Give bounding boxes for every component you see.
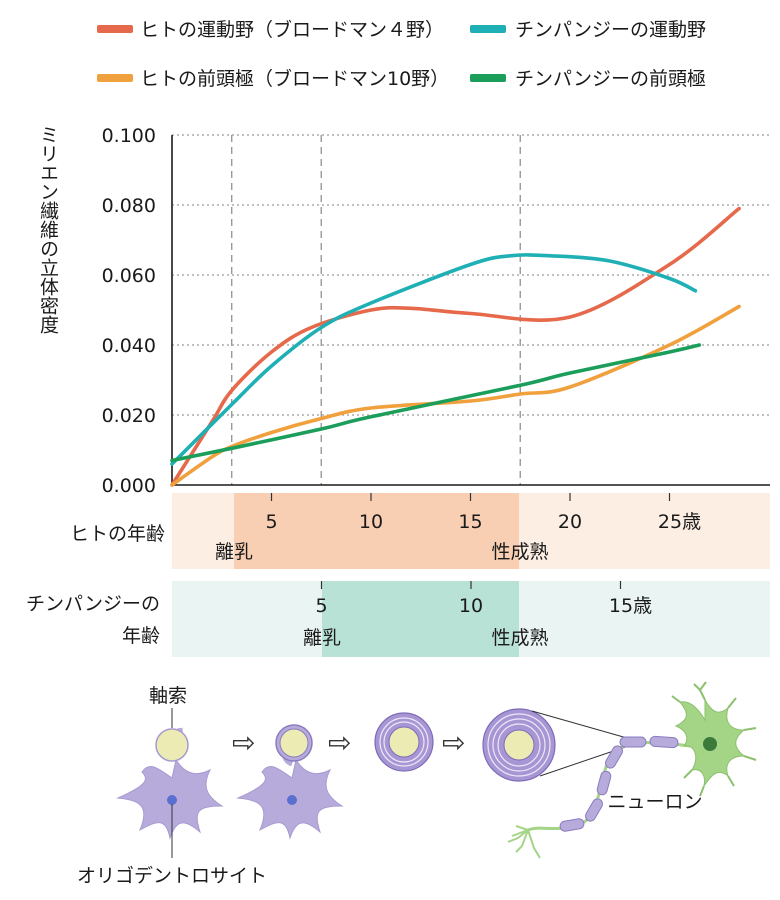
neuron-nucleus (703, 737, 717, 751)
oligodendrocyte-1 (116, 727, 224, 840)
chimp-age-band: 5 10 15歳 チンパンジーの 年齢 離乳 性成熟 (26, 581, 770, 657)
y-tick-label: 0.020 (102, 405, 156, 427)
chimp-puberty-label: 性成熟 (491, 627, 548, 649)
human-tick-label: 25歳 (658, 511, 701, 533)
chimp-age-label-line1: チンパンジーの (26, 593, 160, 615)
human-tick-label: 15 (458, 511, 482, 533)
myelin-segments (559, 735, 679, 832)
plot-area: 0.000 0.020 0.040 0.060 0.080 0.100 (102, 125, 770, 497)
age-markers (230, 135, 521, 485)
legend-item-chimp-frontal: チンパンジーの前頭極 (470, 68, 706, 90)
zoom-line-top (531, 710, 635, 741)
axon-label: 軸索 (149, 685, 187, 707)
axon-4 (503, 729, 535, 761)
myelin-large-ring-3 (497, 723, 541, 767)
legend-item-human-frontal: ヒトの前頭極（ブロードマン10野） (97, 67, 449, 90)
legend-swatch-chimp-motor (470, 25, 506, 33)
series-chimp-frontal (170, 343, 702, 463)
myelin-segment-3 (605, 745, 623, 769)
y-axis-label: ミリエン繊維の立体密度 (37, 125, 59, 334)
myelination-diagram: 軸索 ⇨ ⇨ ⇨ (77, 681, 757, 887)
arrow-3: ⇨ (442, 726, 465, 759)
chimp-age-ticks: 5 10 15歳 (315, 581, 652, 617)
arrow-1: ⇨ (232, 726, 255, 759)
neuron (507, 681, 757, 859)
axon-terminal (507, 825, 541, 859)
chimp-age-label-line2: 年齢 (122, 625, 160, 647)
legend-swatch-chimp-frontal (470, 74, 506, 82)
series-lines (170, 206, 741, 487)
legend-label-chimp-motor: チンパンジーの運動野 (515, 19, 706, 41)
myelin-large-ring-2 (492, 718, 546, 772)
myelinated-axon-large (482, 708, 635, 782)
axon-1 (155, 728, 189, 762)
arrow-2: ⇨ (328, 726, 351, 759)
myelin-segment-2 (619, 736, 647, 748)
chimp-tick-label: 10 (459, 595, 483, 617)
legend-label-human-frontal: ヒトの前頭極（ブロードマン10野） (140, 67, 449, 90)
legend-swatch-human-motor (97, 25, 133, 33)
axon-2 (279, 728, 309, 758)
neuron-label: ニューロン (607, 791, 702, 813)
human-band-dark (234, 493, 519, 569)
myelinated-axon-small (374, 712, 434, 772)
y-tick-label: 0.000 (102, 475, 156, 497)
y-tick-labels: 0.000 0.020 0.040 0.060 0.080 0.100 (102, 125, 156, 497)
human-tick-label: 20 (558, 511, 582, 533)
oligodendrocyte-1-nucleus (167, 795, 177, 805)
chimp-band-dark (322, 581, 519, 657)
human-age-label: ヒトの年齢 (70, 523, 165, 545)
axon-3 (388, 726, 420, 758)
human-tick-label: 10 (359, 511, 383, 533)
oligodendrocyte-2-nucleus (287, 795, 297, 805)
series-chimp-motor (170, 253, 698, 466)
human-puberty-label: 性成熟 (491, 541, 548, 563)
human-tick-label: 5 (265, 511, 277, 533)
series-human-frontal (170, 304, 741, 487)
oligodendrocyte-2 (236, 724, 344, 840)
human-age-band: 5 10 15 20 25歳 ヒトの年齢 離乳 性成熟 (70, 493, 770, 569)
oligodendrocyte-label: オリゴデントロサイト (77, 865, 267, 887)
y-tick-label: 0.040 (102, 335, 156, 357)
neuron-dendrites (671, 681, 757, 797)
myelin-small-ring-2 (383, 721, 425, 763)
chimp-tick-label: 15歳 (609, 595, 652, 617)
series-human-motor (170, 206, 741, 487)
human-weaning-label: 離乳 (215, 541, 253, 563)
myelin-segment-1 (649, 735, 679, 749)
legend-item-chimp-motor: チンパンジーの運動野 (470, 19, 706, 41)
legend: ヒトの運動野（ブロードマン４野） チンパンジーの運動野 ヒトの前頭極（ブロードマ… (97, 18, 706, 90)
legend-label-human-motor: ヒトの運動野（ブロードマン４野） (140, 18, 444, 41)
myelin-segment-4 (596, 770, 612, 796)
y-tick-label: 0.060 (102, 265, 156, 287)
myelin-segment-6 (559, 818, 585, 832)
y-tick-label: 0.080 (102, 195, 156, 217)
human-age-ticks: 5 10 15 20 25歳 (265, 493, 701, 533)
myelin-segment-5 (585, 798, 603, 822)
myelin-large-ring-1 (487, 713, 551, 777)
legend-swatch-human-frontal (97, 74, 133, 82)
legend-item-human-motor: ヒトの運動野（ブロードマン４野） (97, 18, 444, 41)
chimp-weaning-label: 離乳 (303, 627, 341, 649)
legend-label-chimp-frontal: チンパンジーの前頭極 (515, 68, 706, 90)
myelin-small-ring-1 (379, 717, 429, 767)
chimp-tick-label: 5 (315, 595, 327, 617)
y-tick-label: 0.100 (102, 125, 156, 147)
